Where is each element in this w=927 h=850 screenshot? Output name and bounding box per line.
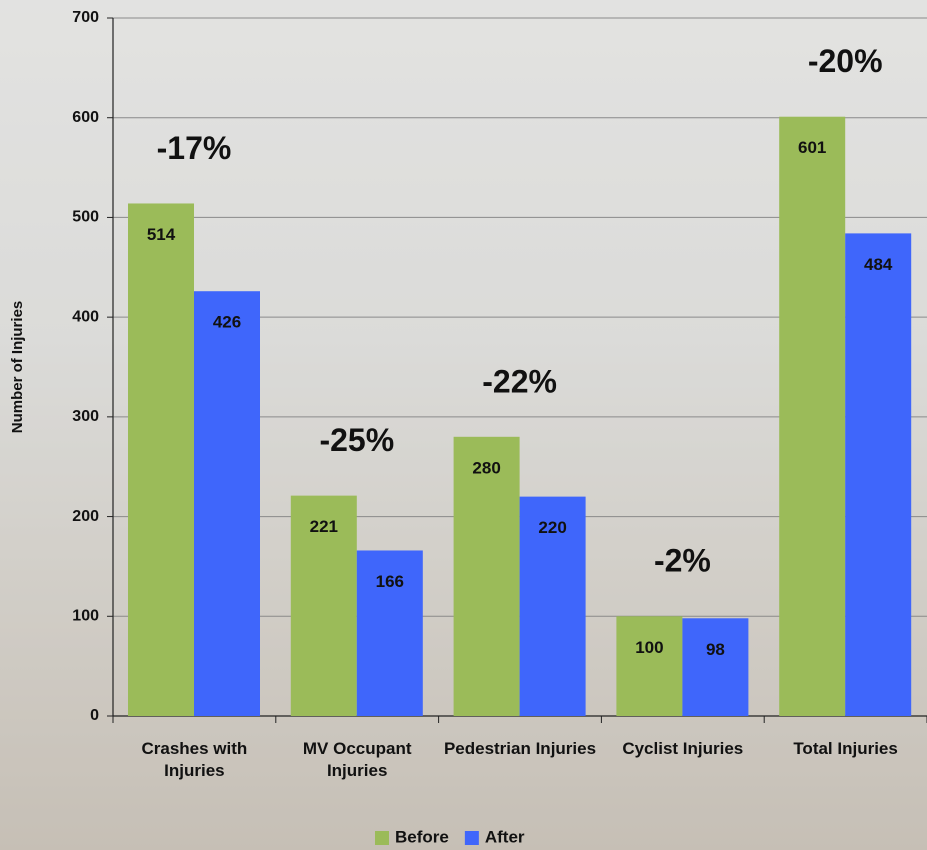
bar: [682, 618, 748, 716]
legend-label: Before: [395, 827, 449, 846]
x-tick-label: Crashes with Injuries: [115, 738, 273, 782]
change-annotation: -22%: [482, 363, 557, 399]
y-tick-label: 500: [72, 209, 99, 226]
y-tick-label: 100: [72, 608, 99, 625]
value-label: 280: [472, 458, 500, 477]
chart-svg: Number of Injuries 0 100 200 300 400 500 600 70…: [0, 0, 927, 850]
y-tick-label: 200: [72, 508, 99, 525]
value-label: 166: [376, 572, 404, 591]
x-tick-label: Pedestrian Injuries: [441, 738, 599, 760]
bar: [194, 291, 260, 716]
x-tick-label: MV Occupant Injuries: [278, 738, 436, 782]
value-label: 484: [864, 255, 893, 274]
value-label: 514: [147, 225, 176, 244]
y-tick-label: 700: [72, 9, 99, 26]
y-tick-label: 0: [90, 707, 99, 724]
bar: [616, 616, 682, 716]
value-label: 426: [213, 313, 241, 332]
bar: [128, 203, 194, 716]
value-label: 601: [798, 138, 826, 157]
bar: [845, 233, 911, 716]
y-tick-label: 300: [72, 408, 99, 425]
chart: Number of Injuries 0 100 200 300 400 500 600 70…: [0, 0, 927, 850]
value-label: 221: [310, 517, 338, 536]
legend-label: After: [485, 827, 525, 846]
bar: [454, 437, 520, 716]
y-tick-label: 400: [72, 308, 99, 325]
change-annotation: -25%: [319, 422, 394, 458]
change-annotation: -17%: [157, 130, 232, 166]
bar: [779, 117, 845, 716]
value-label: 220: [538, 518, 566, 537]
legend-swatch: [375, 831, 389, 845]
legend-swatch: [465, 831, 479, 845]
y-axis-label: Number of Injuries: [9, 301, 26, 434]
x-tick-label: Total Injuries: [767, 738, 925, 760]
value-label: 98: [706, 640, 725, 659]
change-annotation: -20%: [808, 43, 883, 79]
x-tick-label: Cyclist Injuries: [604, 738, 762, 760]
y-tick-label: 600: [72, 109, 99, 126]
change-annotation: -2%: [654, 543, 711, 579]
value-label: 100: [635, 638, 663, 657]
